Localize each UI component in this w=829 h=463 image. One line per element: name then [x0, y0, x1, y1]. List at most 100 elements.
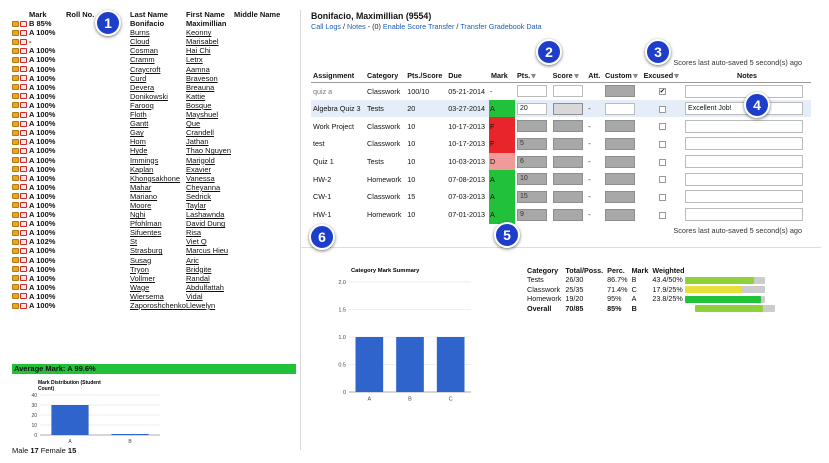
report-pdf-icon[interactable] — [20, 102, 27, 109]
student-last-name[interactable]: Bonifacio — [130, 19, 165, 29]
contact-card-icon[interactable] — [12, 56, 19, 63]
student-first-name[interactable]: Maximillian — [186, 19, 227, 29]
student-first-name[interactable]: Marigold — [186, 155, 215, 165]
notes-link[interactable]: Notes — [346, 22, 366, 31]
student-row[interactable]: A 100% Mahar Cheyanna — [10, 183, 296, 192]
report-pdf-icon[interactable] — [20, 184, 27, 191]
sort-arrow-icon[interactable] — [674, 73, 680, 79]
pts-input[interactable]: 15 — [517, 190, 547, 203]
student-row[interactable]: A 100% Susag Aric — [10, 256, 296, 265]
student-last-name[interactable]: Strasburg — [130, 246, 163, 256]
custom-input[interactable] — [605, 190, 636, 203]
student-last-name[interactable]: Wage — [130, 282, 150, 292]
contact-card-icon[interactable] — [12, 84, 19, 91]
student-row[interactable]: A 100% Floth Mayshuel — [10, 110, 296, 119]
score-input[interactable] — [552, 102, 583, 115]
assignment-name[interactable]: quiz a — [313, 86, 333, 96]
report-pdf-icon[interactable] — [20, 20, 27, 27]
student-last-name[interactable]: Cloud — [130, 37, 150, 47]
pts-input[interactable] — [517, 85, 547, 98]
excused-checkbox[interactable] — [658, 158, 666, 166]
contact-card-icon[interactable] — [12, 284, 19, 291]
report-pdf-icon[interactable] — [20, 129, 27, 136]
contact-card-icon[interactable] — [12, 229, 19, 236]
contact-card-icon[interactable] — [12, 138, 19, 145]
assignment-row[interactable]: HW-1 Homework 10 07-01-2013 A 9 - — [311, 205, 811, 224]
col-mark-header[interactable]: Mark — [29, 10, 47, 19]
sort-arrow-icon[interactable] — [632, 73, 638, 79]
student-first-name[interactable]: Lashawnda — [186, 210, 225, 220]
report-pdf-icon[interactable] — [20, 166, 27, 173]
report-pdf-icon[interactable] — [20, 220, 27, 227]
contact-card-icon[interactable] — [12, 129, 19, 136]
excused-checkbox[interactable] — [658, 141, 666, 148]
excused-checkbox-checked[interactable]: ✔ — [658, 88, 666, 96]
contact-card-icon[interactable] — [12, 266, 19, 273]
excused-checkbox[interactable] — [658, 176, 666, 184]
student-first-name[interactable]: Bosque — [186, 100, 212, 110]
pts-input[interactable]: 20 — [517, 102, 547, 115]
pts-input[interactable]: 5 — [517, 137, 547, 150]
student-first-name[interactable]: Kattie — [186, 91, 206, 101]
contact-card-icon[interactable] — [12, 293, 19, 300]
report-pdf-icon[interactable] — [20, 302, 27, 309]
student-last-name[interactable]: Mariano — [130, 191, 158, 201]
student-last-name[interactable]: Vollmer — [130, 273, 156, 283]
custom-input[interactable] — [605, 85, 636, 98]
enable-score-transfer-link[interactable]: Enable Score Transfer — [382, 22, 455, 31]
sort-arrow-icon[interactable] — [573, 73, 579, 79]
assignment-name[interactable]: test — [313, 139, 325, 149]
student-row[interactable]: A 100% Cosman Hai Chi — [10, 46, 296, 55]
student-row[interactable]: A 100% Curd Braveson — [10, 74, 296, 83]
grades-col-header[interactable]: Notes — [683, 70, 811, 83]
report-pdf-icon[interactable] — [20, 257, 27, 264]
student-last-name[interactable]: Immings — [130, 155, 159, 165]
pts-input[interactable] — [517, 120, 547, 133]
contact-card-icon[interactable] — [12, 20, 19, 27]
student-first-name[interactable]: Bridgite — [186, 264, 212, 274]
note-input[interactable] — [685, 155, 804, 169]
student-first-name[interactable]: Marisabel — [186, 37, 219, 47]
student-row[interactable]: A 100% Sifuentes Risa — [10, 228, 296, 237]
col-roll-header[interactable]: Roll No. — [66, 10, 95, 19]
student-last-name[interactable]: Gay — [130, 128, 144, 138]
assignment-name[interactable]: CW-1 — [313, 192, 332, 202]
note-input[interactable] — [685, 172, 804, 186]
grades-col-header[interactable]: Pts. — [515, 70, 551, 83]
report-pdf-icon[interactable] — [20, 93, 27, 100]
custom-input[interactable] — [605, 155, 636, 168]
contact-card-icon[interactable] — [12, 193, 19, 200]
sort-arrow-icon[interactable] — [531, 73, 537, 79]
contact-card-icon[interactable] — [12, 257, 19, 264]
assignment-name[interactable]: HW-2 — [313, 174, 332, 184]
excused-checkbox[interactable] — [658, 211, 666, 219]
student-last-name[interactable]: Cramm — [130, 55, 155, 65]
student-first-name[interactable]: David Dung — [186, 219, 226, 229]
student-last-name[interactable]: Zaporoshchenko — [130, 301, 186, 310]
report-pdf-icon[interactable] — [20, 193, 27, 200]
report-pdf-icon[interactable] — [20, 229, 27, 236]
assignment-row[interactable]: quiz a Classwork 100/10 05-21-2014- ✔ — [311, 82, 811, 100]
contact-card-icon[interactable] — [12, 275, 19, 282]
report-pdf-icon[interactable] — [20, 120, 27, 127]
student-row[interactable]: A 100% Mariano Sedrick — [10, 192, 296, 201]
contact-card-icon[interactable] — [12, 157, 19, 163]
note-input[interactable] — [685, 208, 804, 222]
assignment-row[interactable]: HW-2 Homework 10 07-08-2013 A 10- — [311, 170, 811, 189]
report-pdf-icon[interactable] — [20, 247, 27, 254]
student-row[interactable]: A 100% Burns Keonny — [10, 28, 296, 37]
grades-col-header[interactable]: Category — [365, 70, 406, 83]
report-pdf-icon[interactable] — [20, 202, 27, 209]
score-input[interactable] — [552, 208, 583, 221]
grades-col-header[interactable]: Custom — [603, 70, 642, 83]
excused-checkbox[interactable] — [658, 105, 666, 113]
student-last-name[interactable]: Pfohlman — [130, 219, 162, 229]
contact-card-icon[interactable] — [12, 302, 19, 309]
custom-input[interactable] — [605, 120, 636, 133]
contact-card-icon[interactable] — [12, 29, 19, 36]
excused-checkbox[interactable] — [658, 123, 666, 131]
student-last-name[interactable]: Curd — [130, 73, 147, 83]
contact-card-icon[interactable] — [12, 38, 19, 45]
assignment-name[interactable]: Quiz 1 — [313, 157, 334, 167]
report-pdf-icon[interactable] — [20, 175, 27, 182]
